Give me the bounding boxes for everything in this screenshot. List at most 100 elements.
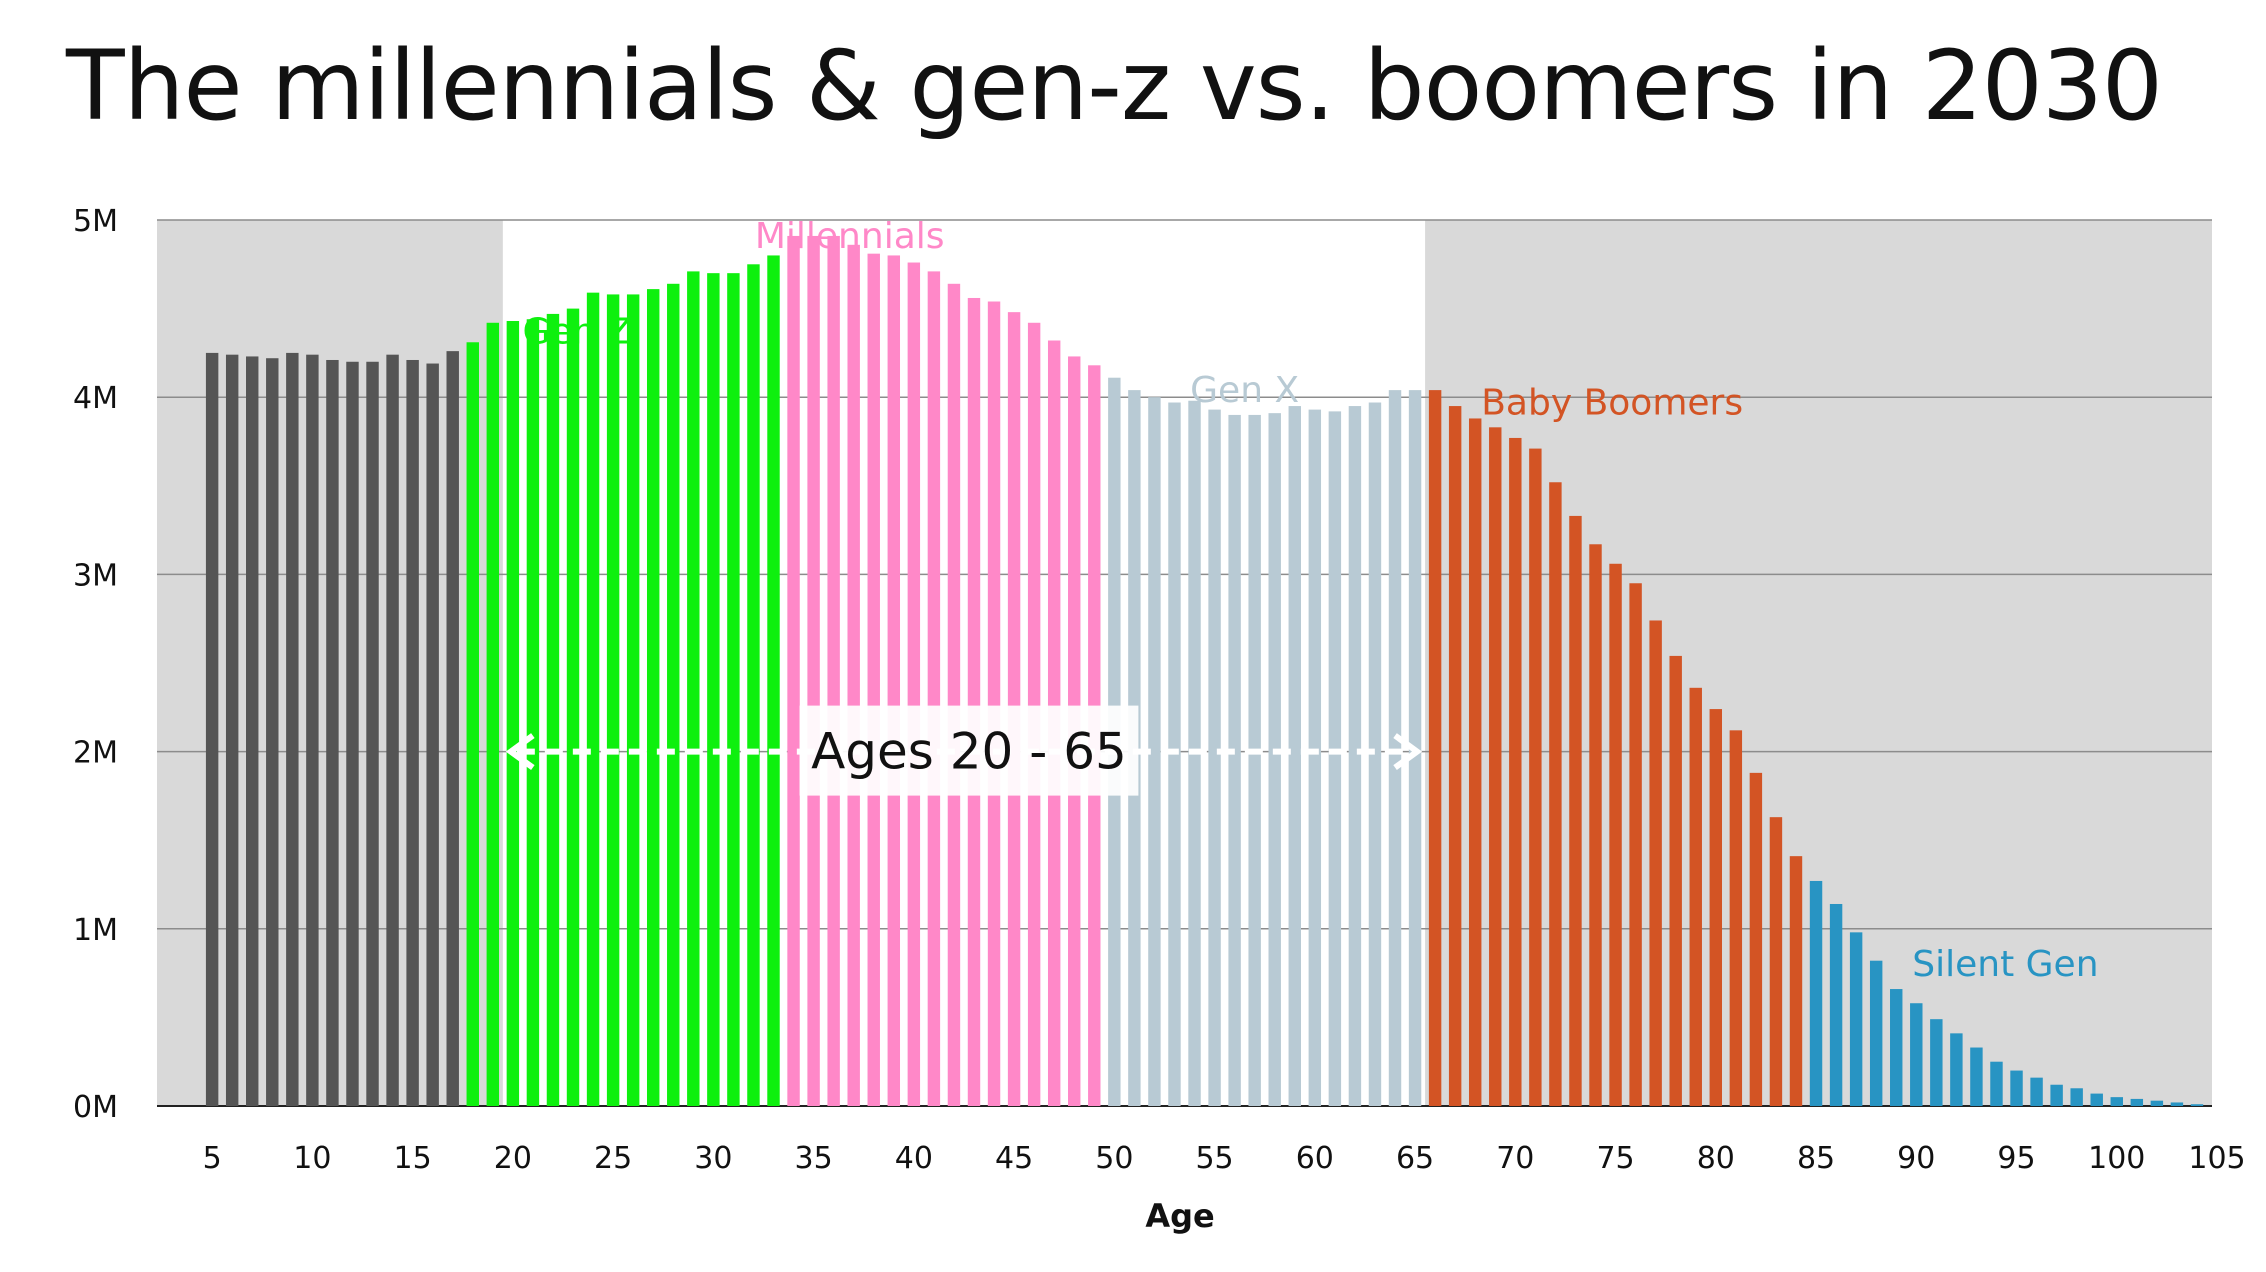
bar-age-52	[1148, 397, 1161, 1106]
generation-labels: Gen Z Millennials Gen X Baby Boomers Silent …	[523, 216, 2099, 985]
bar-age-28	[667, 283, 680, 1106]
y-tick-label: 2M	[73, 736, 118, 771]
bar-age-74	[1589, 544, 1602, 1106]
bar-age-96	[2030, 1077, 2043, 1106]
bar-age-82	[1749, 772, 1763, 1106]
label-baby-boomers: Baby Boomers	[1481, 383, 1743, 424]
bar-age-55	[1208, 409, 1221, 1106]
x-tick-label: 60	[1296, 1141, 1334, 1176]
x-tick-label: 35	[795, 1141, 833, 1176]
bar-age-12	[346, 361, 359, 1106]
bar-age-23	[566, 308, 580, 1107]
bar-age-77	[1649, 620, 1662, 1106]
bar-age-90	[1910, 1003, 1923, 1106]
x-tick-label: 85	[1797, 1141, 1835, 1176]
bar-age-35	[807, 235, 820, 1106]
bar-age-63	[1368, 402, 1382, 1106]
bar-age-75	[1609, 563, 1622, 1106]
bar-age-87	[1849, 932, 1863, 1106]
bar-age-13	[366, 361, 379, 1106]
x-tick-label: 15	[394, 1141, 432, 1176]
bar-age-103	[2170, 1102, 2184, 1106]
bar-age-25	[606, 294, 620, 1106]
x-tick-label: 95	[1997, 1141, 2035, 1176]
bar-age-22	[546, 313, 560, 1106]
bar-age-17	[446, 351, 459, 1106]
chart-title: The millennials & gen-z vs. boomers in 2…	[66, 30, 2163, 142]
x-tick-label: 75	[1596, 1141, 1634, 1176]
range-label-box	[799, 705, 1139, 796]
bar-age-21	[526, 319, 540, 1106]
bar-age-58	[1268, 413, 1281, 1106]
x-tick-label: 5	[203, 1141, 222, 1176]
bar-age-95	[2010, 1070, 2023, 1106]
bar-age-78	[1669, 655, 1682, 1106]
bar-age-98	[2070, 1088, 2083, 1106]
bar-age-61	[1328, 411, 1342, 1107]
label-millennials: Millennials	[755, 216, 945, 257]
bar-age-10	[306, 354, 319, 1106]
x-tick-label: 70	[1496, 1141, 1534, 1176]
x-tick-label: 20	[494, 1141, 532, 1176]
x-tick-label: 45	[995, 1141, 1033, 1176]
bar-age-56	[1228, 414, 1241, 1106]
bar-age-72	[1549, 482, 1562, 1107]
bar-age-93	[1970, 1047, 1983, 1106]
bar-age-5	[205, 352, 219, 1106]
bar-age-27	[646, 289, 660, 1106]
label-gen-z: Gen Z	[523, 312, 632, 353]
bar-age-92	[1950, 1033, 1963, 1106]
bar-age-79	[1689, 687, 1702, 1106]
bars	[205, 235, 2204, 1107]
label-silent-gen: Silent Gen	[1912, 944, 2098, 985]
range-arrow-head-left	[505, 733, 535, 771]
bar-age-30	[707, 273, 720, 1106]
bar-age-69	[1489, 427, 1502, 1107]
bar-age-101	[2130, 1098, 2144, 1106]
bar-age-40	[907, 262, 921, 1106]
bar-age-86	[1829, 903, 1843, 1106]
bar-age-94	[1990, 1061, 2003, 1106]
bar-age-44	[987, 301, 1001, 1107]
bar-age-19	[486, 322, 500, 1106]
bar-age-85	[1809, 880, 1823, 1106]
bar-age-57	[1248, 414, 1261, 1106]
bar-age-42	[947, 283, 961, 1106]
bar-age-36	[827, 235, 840, 1106]
bar-age-88	[1869, 960, 1883, 1106]
bar-age-20	[506, 321, 520, 1106]
bar-age-102	[2150, 1100, 2164, 1106]
label-gen-x: Gen X	[1190, 370, 1299, 411]
bar-age-76	[1629, 583, 1642, 1106]
bar-age-64	[1388, 390, 1402, 1106]
bar-age-80	[1709, 709, 1723, 1106]
y-tick-label: 5M	[73, 204, 118, 239]
bar-age-99	[2090, 1093, 2103, 1106]
bar-age-71	[1529, 448, 1542, 1106]
background-layer	[157, 220, 2212, 1106]
bar-age-34	[787, 235, 800, 1106]
bar-age-104	[2190, 1104, 2204, 1106]
bar-age-73	[1569, 515, 1582, 1106]
x-tick-label: 55	[1195, 1141, 1233, 1176]
bar-age-26	[626, 294, 640, 1106]
bar-age-84	[1789, 856, 1803, 1106]
bar-age-83	[1769, 817, 1783, 1106]
bar-age-67	[1448, 406, 1462, 1106]
x-tick-label: 100	[2088, 1141, 2145, 1176]
bar-age-33	[767, 255, 780, 1106]
range-arrow-head-right	[1393, 733, 1423, 771]
bar-age-7	[246, 356, 259, 1107]
range-label: Ages 20 - 65	[811, 723, 1127, 781]
bar-age-37	[847, 244, 860, 1107]
bar-age-89	[1890, 989, 1903, 1106]
x-axis-title: Age	[1145, 1197, 1214, 1235]
x-tick-label: 25	[594, 1141, 632, 1176]
x-tick-label: 10	[293, 1141, 331, 1176]
x-tick-label: 30	[694, 1141, 732, 1176]
bar-age-6	[225, 354, 239, 1106]
bar-age-43	[967, 297, 981, 1106]
bar-age-68	[1468, 418, 1482, 1106]
bar-age-39	[887, 255, 901, 1106]
